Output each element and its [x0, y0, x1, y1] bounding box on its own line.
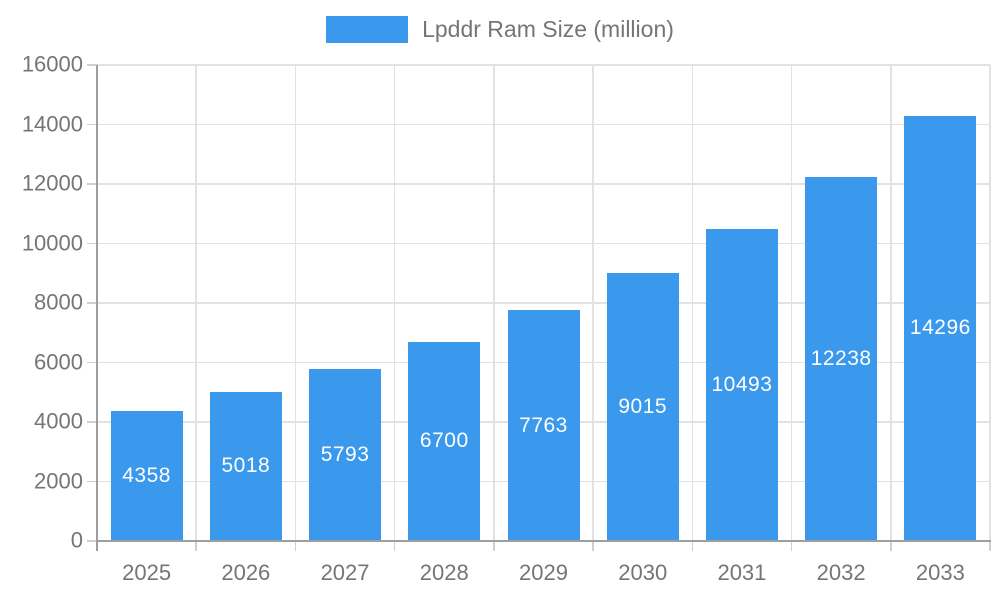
y-tick — [87, 302, 97, 304]
x-gridline — [989, 65, 991, 541]
bar[interactable]: 14296 — [904, 115, 977, 541]
x-axis-label: 2030 — [618, 560, 668, 585]
x-tick — [294, 541, 297, 551]
x-gridline — [294, 65, 297, 541]
x-gridline — [890, 65, 892, 541]
y-tick — [87, 183, 97, 185]
y-gridline — [97, 64, 990, 66]
y-tick — [87, 421, 97, 423]
x-gridline — [493, 65, 495, 541]
y-tick — [87, 540, 97, 542]
x-gridline — [195, 65, 197, 541]
x-axis-label: 2033 — [915, 560, 965, 585]
bar[interactable]: 4358 — [110, 411, 183, 541]
y-tick — [87, 361, 97, 364]
y-gridline — [97, 242, 990, 245]
x-tick — [691, 541, 694, 551]
y-tick-label: 2000 — [34, 467, 83, 493]
legend-label: Lpddr Ram Size (million) — [422, 16, 674, 42]
y-gridline — [97, 123, 990, 126]
y-tick-label: 0 — [70, 527, 83, 553]
x-gridline — [691, 65, 694, 541]
y-tick-label: 16000 — [21, 51, 83, 77]
bar-value-label: 5018 — [221, 454, 271, 478]
x-axis-label: 2026 — [221, 560, 271, 585]
x-tick — [195, 541, 197, 551]
y-gridline — [97, 183, 990, 185]
bar-value-label: 9015 — [618, 394, 668, 418]
y-tick-label: 4000 — [34, 408, 83, 434]
bar[interactable]: 9015 — [606, 272, 679, 541]
x-axis-label: 2032 — [816, 560, 866, 585]
y-tick — [87, 480, 97, 483]
y-gridline — [97, 302, 990, 304]
bar[interactable]: 5018 — [209, 391, 282, 541]
x-axis-label: 2025 — [122, 560, 172, 585]
bar-value-label: 6700 — [419, 429, 469, 453]
x-tick — [393, 541, 396, 551]
bar-value-label: 7763 — [519, 413, 568, 437]
bar[interactable]: 12238 — [805, 176, 878, 541]
x-tick — [989, 541, 991, 551]
y-tick — [87, 64, 97, 66]
legend[interactable]: Lpddr Ram Size (million) — [0, 16, 1000, 43]
bar-value-label: 12238 — [810, 346, 872, 370]
x-tick — [493, 541, 495, 551]
bar-value-label: 10493 — [711, 372, 773, 396]
y-axis-line — [96, 65, 98, 551]
x-axis-label: 2028 — [419, 560, 469, 585]
y-tick-label: 14000 — [21, 110, 83, 136]
y-tick — [87, 123, 97, 126]
x-axis-label: 2029 — [519, 560, 568, 585]
bar-value-label: 5793 — [320, 442, 370, 466]
bar-value-label: 4358 — [122, 464, 171, 488]
y-tick-label: 10000 — [21, 229, 83, 255]
y-tick-label: 12000 — [21, 170, 83, 196]
bar[interactable]: 6700 — [408, 341, 481, 541]
bar[interactable]: 7763 — [507, 310, 580, 541]
x-tick — [790, 541, 793, 551]
y-tick — [87, 242, 97, 245]
x-axis-label: 2027 — [320, 560, 370, 585]
x-gridline — [790, 65, 793, 541]
x-gridline — [393, 65, 396, 541]
x-gridline — [592, 65, 594, 541]
x-axis-label: 2031 — [717, 560, 767, 585]
x-tick — [890, 541, 892, 551]
x-axis-line — [96, 540, 991, 542]
y-tick-label: 6000 — [34, 348, 83, 374]
y-tick-label: 8000 — [34, 289, 83, 315]
bar[interactable]: 5793 — [309, 368, 382, 541]
bar-value-label: 14296 — [909, 316, 971, 340]
x-tick — [592, 541, 594, 551]
legend-swatch-icon — [326, 16, 409, 43]
bar[interactable]: 10493 — [705, 228, 778, 541]
